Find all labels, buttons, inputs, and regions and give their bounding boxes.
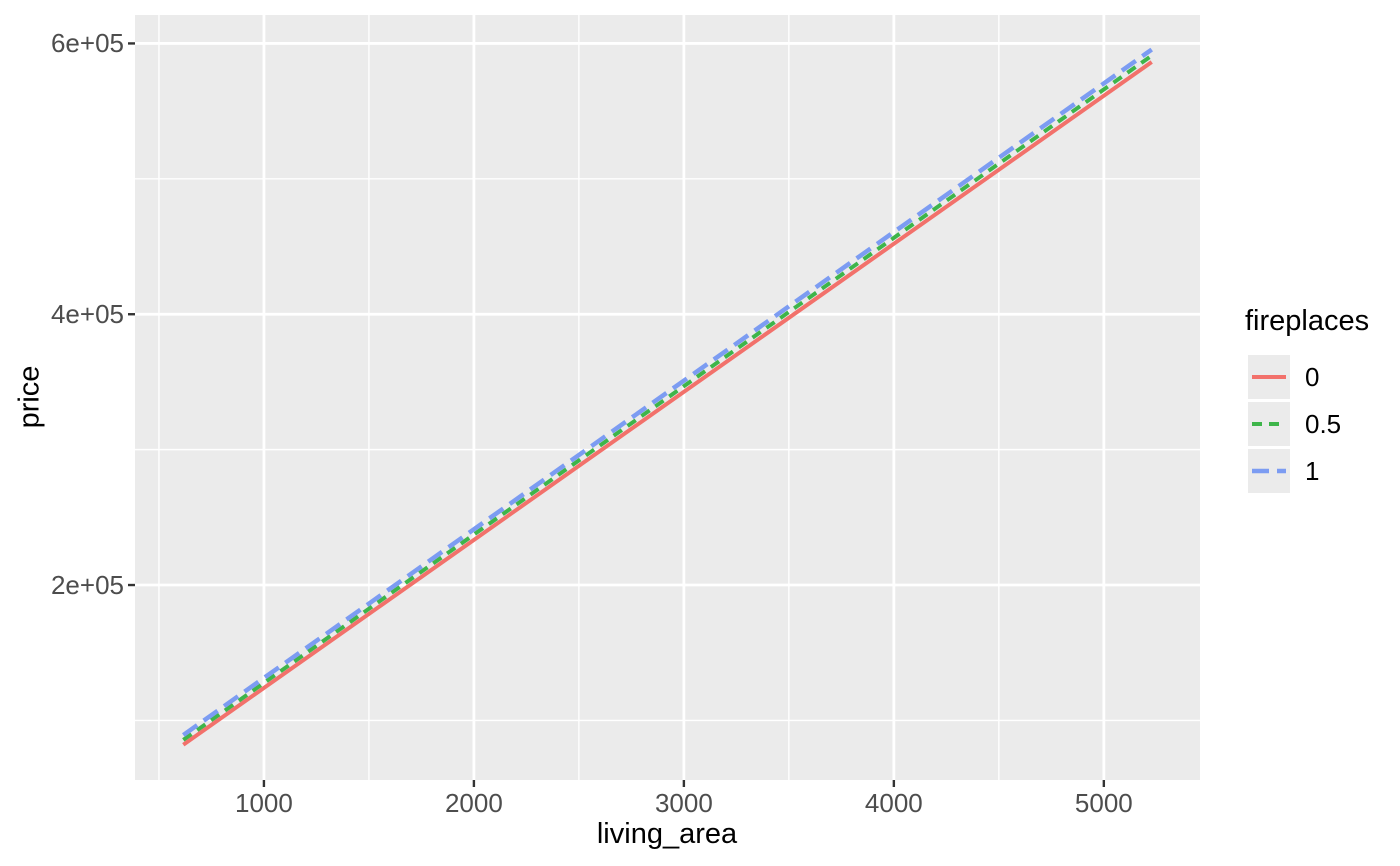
x-tick-label: 3000 (654, 788, 713, 818)
y-tick-label: 2e+05 (50, 570, 124, 601)
legend-key-line-icon (1252, 375, 1286, 379)
legend-key-line-icon (1252, 422, 1286, 426)
legend: fireplaces 0 0.5 1 (1245, 305, 1395, 493)
legend-item-fireplaces-1: 1 (1248, 449, 1395, 493)
x-axis-title: living_area (596, 818, 738, 850)
legend-label: 0 (1305, 361, 1320, 392)
legend-item-fireplaces-0.5: 0.5 (1248, 402, 1395, 446)
legend-key-swatch (1248, 355, 1290, 399)
legend-label: 1 (1305, 455, 1320, 486)
legend-items: 0 0.5 1 (1248, 355, 1395, 493)
legend-key-swatch (1248, 402, 1290, 446)
x-tick-label: 4000 (864, 788, 923, 818)
y-tick-label: 4e+05 (50, 299, 124, 330)
legend-key-swatch (1248, 449, 1290, 493)
legend-title: fireplaces (1245, 305, 1370, 337)
y-tick-label: 6e+05 (50, 28, 124, 59)
legend-key-line-icon (1252, 468, 1286, 474)
x-tick-label: 5000 (1074, 788, 1133, 818)
legend-item-fireplaces-0: 0 (1248, 355, 1395, 399)
x-tick-label: 2000 (444, 788, 503, 818)
legend-label: 0.5 (1305, 408, 1342, 439)
y-axis-title: price (13, 365, 46, 429)
x-tick-label: 1000 (235, 788, 293, 818)
